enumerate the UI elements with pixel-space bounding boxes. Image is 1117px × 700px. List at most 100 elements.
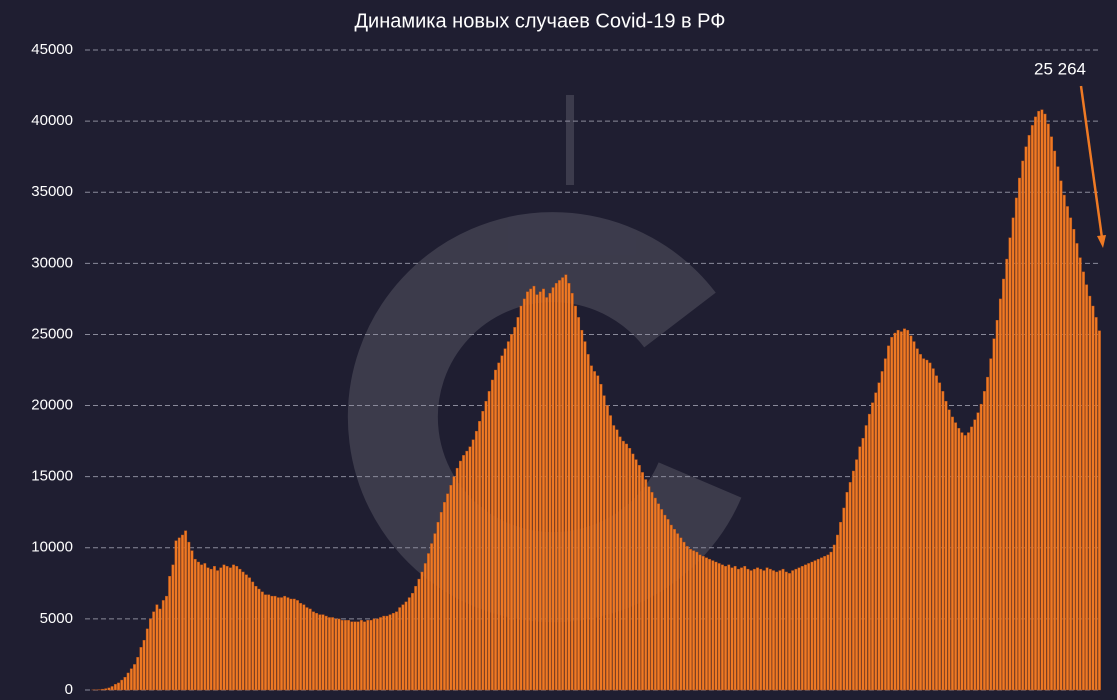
bar — [391, 613, 395, 691]
bar — [337, 618, 341, 691]
bar — [1043, 113, 1047, 691]
bar — [944, 401, 948, 691]
bar — [1085, 284, 1089, 691]
bar — [181, 534, 184, 691]
bar — [605, 405, 609, 691]
bar — [589, 365, 593, 691]
bar — [1053, 150, 1057, 691]
bar — [350, 621, 354, 691]
bar — [912, 341, 916, 691]
annotation: 25 264 — [1034, 59, 1086, 78]
bar — [165, 595, 168, 691]
bar — [212, 566, 216, 691]
bar — [593, 371, 597, 691]
bar — [142, 640, 146, 691]
bar — [187, 541, 191, 691]
bar — [966, 432, 970, 691]
bar — [596, 375, 600, 691]
bar — [871, 402, 874, 691]
bar — [123, 677, 127, 691]
bar — [637, 465, 641, 691]
bar — [784, 571, 788, 691]
bar — [625, 443, 628, 691]
bar — [781, 568, 785, 691]
bar — [612, 425, 616, 691]
bar — [417, 578, 421, 691]
bar — [241, 571, 245, 691]
bar — [161, 600, 165, 691]
bar — [883, 358, 887, 691]
bar — [149, 618, 152, 691]
bar — [791, 570, 795, 691]
y-tick-label: 45000 — [31, 41, 73, 58]
bar — [497, 362, 501, 691]
bar — [427, 553, 430, 691]
bar — [804, 564, 807, 691]
bar — [896, 329, 900, 691]
bar — [970, 426, 974, 691]
bar — [736, 568, 740, 691]
bar — [570, 293, 574, 691]
bar — [430, 543, 434, 691]
bar — [877, 382, 881, 691]
bar — [973, 419, 977, 691]
bar — [538, 291, 542, 691]
bar — [682, 541, 686, 691]
bar — [155, 604, 159, 691]
bar — [1069, 217, 1073, 691]
bar — [561, 277, 565, 691]
bar — [1046, 123, 1050, 691]
bar — [385, 615, 389, 691]
bar — [768, 568, 772, 691]
bar — [548, 293, 552, 691]
y-tick-label: 35000 — [31, 183, 73, 200]
bar — [829, 551, 833, 691]
bar — [922, 358, 926, 691]
bar — [458, 460, 462, 691]
bar — [848, 482, 852, 691]
bar — [372, 618, 376, 691]
bar — [1056, 166, 1060, 691]
bar — [228, 567, 232, 691]
bar — [982, 391, 986, 691]
bar — [826, 554, 830, 691]
bar — [609, 415, 612, 691]
bar — [1094, 317, 1098, 691]
bar — [1037, 110, 1041, 691]
bar — [909, 335, 913, 691]
bar — [807, 563, 811, 691]
bar — [1075, 243, 1079, 691]
bar — [564, 274, 568, 691]
bar — [695, 551, 699, 691]
bar — [145, 628, 149, 691]
bar — [1082, 271, 1085, 691]
bar — [411, 593, 414, 691]
bar — [906, 329, 910, 691]
bar — [513, 327, 517, 691]
bar — [1002, 278, 1005, 691]
bar — [328, 617, 331, 691]
bar — [318, 614, 322, 691]
bar — [174, 540, 178, 691]
bar — [855, 459, 858, 691]
bar — [673, 529, 676, 691]
bar — [334, 618, 338, 691]
bar — [679, 537, 683, 691]
bar — [960, 432, 964, 691]
bar — [280, 597, 283, 691]
bar — [449, 485, 453, 691]
bar — [468, 446, 472, 691]
bar — [209, 568, 213, 691]
bar — [545, 297, 549, 691]
bar — [919, 354, 922, 691]
bar — [941, 391, 945, 691]
bar — [251, 581, 255, 691]
bar — [615, 429, 619, 691]
bar — [235, 566, 239, 691]
bar — [1062, 194, 1066, 691]
bar — [634, 459, 638, 691]
bar — [455, 467, 459, 691]
bar — [129, 668, 133, 691]
